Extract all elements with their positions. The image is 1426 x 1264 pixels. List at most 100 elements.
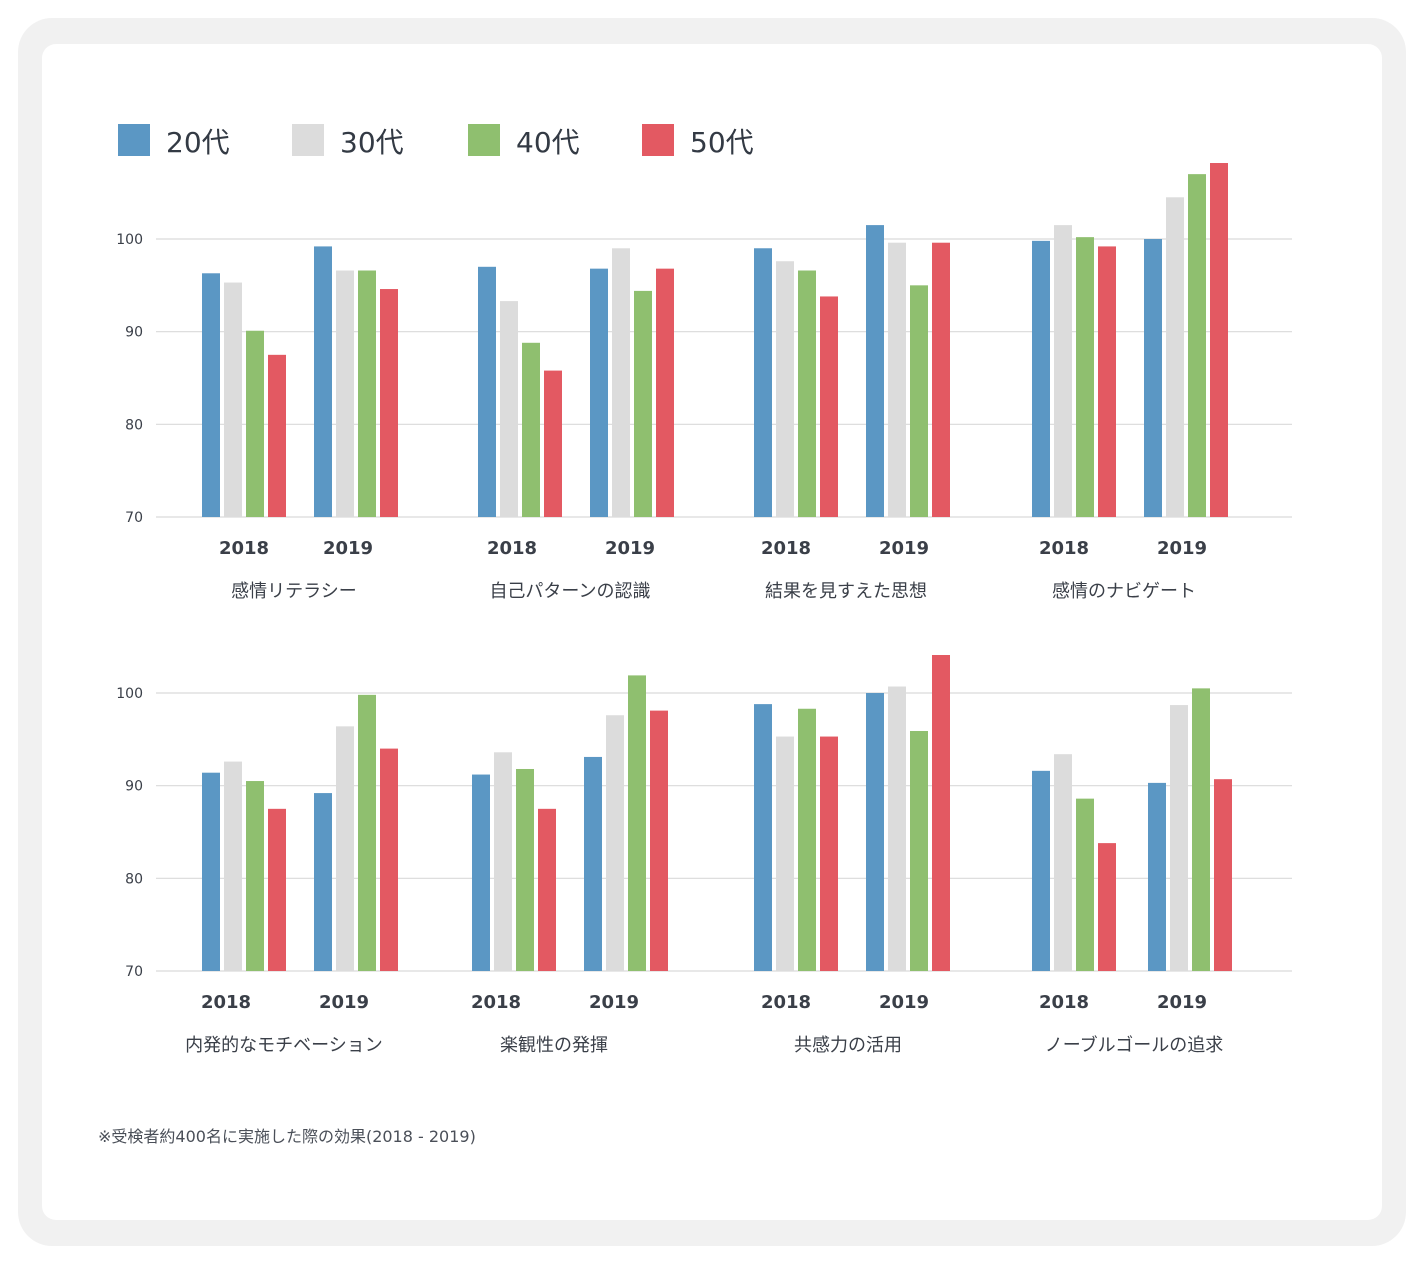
y-tick-label-100: 100 xyxy=(116,232,143,248)
bar-8-2019-30s xyxy=(1170,705,1188,971)
bar-5-2018-50s xyxy=(268,808,286,971)
bar-1-2018-20s xyxy=(202,273,220,517)
legend-swatch-50s xyxy=(642,124,674,156)
bar-3-2019-50s xyxy=(932,242,950,517)
bar-7-2018-50s xyxy=(820,736,838,971)
bar-2-2018-20s xyxy=(478,266,496,517)
year-label-7-2018: 2018 xyxy=(761,992,811,1013)
y-tick-label-80: 80 xyxy=(125,871,143,887)
bar-6-2019-20s xyxy=(584,756,602,971)
year-label-5-2019: 2019 xyxy=(319,992,369,1013)
legend-label-30s: 30代 xyxy=(340,126,404,159)
bar-2-2019-30s xyxy=(612,248,630,517)
y-tick-label-100: 100 xyxy=(116,686,143,702)
legend: 20代 30代 40代 50代 xyxy=(118,124,754,159)
category-label-4: 感情のナビゲート xyxy=(1052,581,1196,602)
year-label-4-2018: 2018 xyxy=(1039,538,1089,559)
bar-4-2019-50s xyxy=(1210,163,1228,517)
bar-5-2019-20s xyxy=(314,793,332,971)
bar-1-2019-50s xyxy=(380,289,398,517)
year-label-2-2018: 2018 xyxy=(487,538,537,559)
bar-5-2018-20s xyxy=(202,772,220,971)
year-label-8-2018: 2018 xyxy=(1039,992,1089,1013)
bar-8-2018-20s xyxy=(1032,770,1050,971)
year-label-3-2018: 2018 xyxy=(761,538,811,559)
bar-6-2018-40s xyxy=(516,768,534,971)
legend-label-50s: 50代 xyxy=(690,126,754,159)
y-tick-label-90: 90 xyxy=(125,325,143,341)
year-label-1-2018: 2018 xyxy=(219,538,269,559)
legend-swatch-30s xyxy=(292,124,324,156)
bar-3-2018-40s xyxy=(798,270,816,517)
legend-swatch-40s xyxy=(468,124,500,156)
year-label-7-2019: 2019 xyxy=(879,992,929,1013)
chart-panel-top: 70 80 90 100 2018 2019 感情リテラシー 2018 2019 自己パターンの認… xyxy=(116,163,1292,602)
bar-6-2019-40s xyxy=(628,675,646,971)
bar-1-2018-50s xyxy=(268,354,286,517)
bar-7-2018-40s xyxy=(798,708,816,971)
bar-3-2018-30s xyxy=(776,261,794,517)
bar-8-2018-30s xyxy=(1054,754,1072,971)
bar-5-2019-30s xyxy=(336,726,354,971)
year-label-4-2019: 2019 xyxy=(1157,538,1207,559)
bar-3-2018-50s xyxy=(820,296,838,517)
bar-4-2019-40s xyxy=(1188,174,1206,517)
bar-8-2019-40s xyxy=(1192,688,1210,971)
category-label-6: 楽観性の発揮 xyxy=(500,1035,608,1056)
bar-4-2018-50s xyxy=(1098,246,1116,517)
bar-3-2019-20s xyxy=(866,225,884,517)
bar-6-2019-50s xyxy=(650,710,668,971)
bar-1-2018-30s xyxy=(224,282,242,517)
bar-5-2018-30s xyxy=(224,761,242,971)
bar-5-2018-40s xyxy=(246,781,264,971)
legend-swatch-20s xyxy=(118,124,150,156)
bar-4-2018-20s xyxy=(1032,240,1050,517)
bar-8-2019-50s xyxy=(1214,779,1232,971)
bar-6-2018-20s xyxy=(472,774,490,971)
bar-4-2018-40s xyxy=(1076,237,1094,517)
bar-2-2018-50s xyxy=(544,370,562,517)
bar-7-2019-30s xyxy=(888,686,906,971)
year-label-3-2019: 2019 xyxy=(879,538,929,559)
bar-8-2018-50s xyxy=(1098,843,1116,971)
year-label-2-2019: 2019 xyxy=(605,538,655,559)
category-label-1: 感情リテラシー xyxy=(231,581,357,602)
y-tick-label-70: 70 xyxy=(125,510,143,526)
bar-1-2019-20s xyxy=(314,246,332,517)
bar-6-2018-50s xyxy=(538,808,556,971)
bar-8-2019-20s xyxy=(1148,782,1166,971)
year-label-5-2018: 2018 xyxy=(201,992,251,1013)
category-label-7: 共感力の活用 xyxy=(794,1035,902,1056)
bar-7-2019-40s xyxy=(910,730,928,971)
year-label-8-2019: 2019 xyxy=(1157,992,1207,1013)
bar-1-2019-40s xyxy=(358,270,376,517)
bar-5-2019-40s xyxy=(358,694,376,971)
bar-1-2019-30s xyxy=(336,270,354,517)
bar-2-2019-50s xyxy=(656,268,674,517)
year-label-1-2019: 2019 xyxy=(323,538,373,559)
year-label-6-2019: 2019 xyxy=(589,992,639,1013)
bar-8-2018-40s xyxy=(1076,798,1094,971)
bar-2-2018-30s xyxy=(500,301,518,517)
bar-1-2018-40s xyxy=(246,330,264,517)
category-label-5: 内発的なモチベーション xyxy=(185,1035,383,1056)
bar-7-2019-20s xyxy=(866,693,884,971)
category-label-8: ノーブルゴールの追求 xyxy=(1045,1034,1224,1056)
category-label-3: 結果を見すえた思想 xyxy=(765,581,927,602)
bar-6-2019-30s xyxy=(606,715,624,971)
bar-5-2019-50s xyxy=(380,748,398,971)
bar-3-2019-30s xyxy=(888,242,906,517)
category-label-2: 自己パターンの認識 xyxy=(489,581,650,602)
y-tick-label-90: 90 xyxy=(125,779,143,795)
legend-label-40s: 40代 xyxy=(516,126,580,159)
bar-7-2018-20s xyxy=(754,704,772,971)
chart-panel-bottom: 70 80 90 100 2018 2019 内発的なモチベーション 2018 2019 楽観性の… xyxy=(116,655,1292,1056)
bar-4-2019-30s xyxy=(1166,197,1184,518)
bar-4-2018-30s xyxy=(1054,225,1072,517)
bar-7-2018-30s xyxy=(776,736,794,971)
bar-2-2019-40s xyxy=(634,290,652,517)
bar-2-2018-40s xyxy=(522,342,540,517)
y-tick-label-70: 70 xyxy=(125,964,143,980)
bar-2-2019-20s xyxy=(590,268,608,517)
